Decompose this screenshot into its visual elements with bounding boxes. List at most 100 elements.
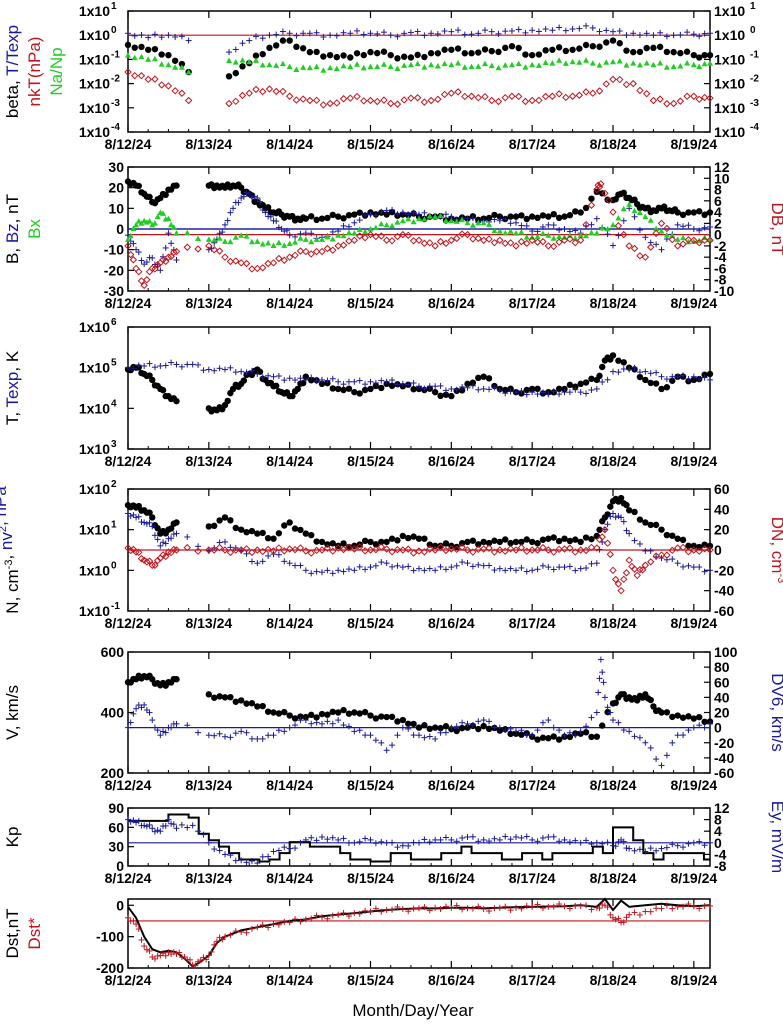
- point-V-DV6: [146, 709, 153, 716]
- point-B-Bx: [292, 239, 299, 245]
- point-Dst-Dst*: [254, 924, 261, 931]
- point-B-B: [324, 214, 331, 222]
- point-N-N: [593, 532, 601, 540]
- point-beta-Na/Np: [347, 63, 354, 70]
- point-T-Texp: [351, 378, 358, 385]
- point-V-V: [351, 709, 358, 716]
- point-Dst-Dst*: [222, 933, 228, 940]
- point-V-V: [383, 713, 390, 721]
- point-T-Texp: [292, 376, 299, 383]
- point-beta-beta: [151, 45, 159, 53]
- point-Dst-Dst*: [248, 925, 255, 932]
- point-B-Bz: [251, 193, 258, 200]
- point-B-Bz: [529, 228, 536, 235]
- point-B-Bz: [378, 208, 385, 215]
- point-V-DV6: [372, 737, 379, 744]
- point-B-DB: [453, 234, 461, 243]
- point-T-T: [149, 376, 156, 384]
- point-N-nv2: [146, 519, 153, 526]
- point-B-DB: [544, 242, 553, 250]
- point-Kp-Ey: [696, 838, 703, 845]
- point-beta-Na/Np: [401, 62, 408, 68]
- point-T-Texp: [184, 361, 191, 368]
- point-B-DB: [442, 239, 450, 248]
- point-V-V: [696, 713, 703, 721]
- point-beta-beta: [360, 51, 367, 59]
- point-Kp-Ey: [502, 833, 509, 840]
- point-beta-Na/Np: [434, 62, 441, 69]
- right-tick-label-B: 2: [714, 215, 722, 231]
- left-tick-exp-beta: -4: [111, 122, 120, 133]
- point-V-DV6: [405, 725, 412, 732]
- right-tick-label-B: 4: [714, 204, 722, 220]
- point-N-DN: [153, 556, 162, 565]
- point-B-Bx: [127, 232, 134, 239]
- point-V-DV6: [577, 728, 584, 735]
- point-beta-T/Texp: [380, 29, 387, 36]
- point-V-DV6: [254, 735, 261, 742]
- point-V-V: [318, 710, 326, 718]
- point-beta-nkT(nPa): [676, 97, 685, 105]
- left-tick-label-B: -30: [104, 283, 124, 299]
- point-beta-T/Texp: [630, 30, 637, 37]
- point-beta-beta: [508, 43, 516, 50]
- point-N-N: [410, 533, 417, 540]
- point-Kp-Ey: [577, 839, 584, 846]
- point-Dst-Dst*: [685, 901, 692, 908]
- left-tick-exp-N: 1: [111, 520, 117, 531]
- point-N-DN: [636, 565, 644, 574]
- point-N-N: [227, 517, 234, 524]
- point-beta-beta: [706, 51, 714, 59]
- point-N-nv2: [475, 561, 482, 568]
- point-T-T: [464, 380, 471, 388]
- point-Kp-Ey: [475, 838, 482, 845]
- point-B-Bz: [513, 219, 519, 226]
- point-N-DN: [617, 586, 625, 595]
- point-beta-Na/Np: [367, 63, 374, 70]
- point-beta-nkT(nPa): [589, 89, 597, 97]
- point-Kp-Ey: [469, 833, 476, 840]
- point-B-Bx: [195, 235, 202, 241]
- point-B-Bx: [604, 225, 611, 232]
- point-T-T: [173, 397, 180, 405]
- point-T-T: [523, 386, 530, 394]
- point-V-DV6: [265, 732, 272, 739]
- point-N-N: [625, 507, 633, 514]
- point-Kp-Ey: [421, 836, 428, 843]
- left-tick-exp-N: -1: [111, 601, 120, 612]
- point-beta-nkT(nPa): [285, 92, 294, 100]
- point-Kp-Ey: [518, 834, 525, 841]
- point-B-Bz: [502, 216, 509, 223]
- point-T-T: [566, 381, 574, 389]
- left-tick-label-Kp: 30: [108, 839, 124, 855]
- point-Kp-Ey: [410, 839, 417, 846]
- point-T-T: [572, 383, 579, 390]
- point-Dst-Dst*: [270, 921, 277, 928]
- point-beta-beta: [609, 37, 617, 44]
- point-beta-nkT(nPa): [171, 87, 179, 95]
- point-T-Texp: [227, 364, 234, 371]
- point-N-N: [259, 529, 266, 537]
- point-beta-nkT(nPa): [400, 96, 408, 104]
- point-Kp-Ey: [286, 845, 293, 852]
- point-B-DB: [614, 222, 623, 230]
- point-T-Texp: [178, 363, 185, 370]
- point-N-nv2: [459, 559, 466, 566]
- left-axis-title3-beta: Na/Np: [47, 47, 66, 95]
- point-T-Texp: [324, 377, 331, 384]
- point-V-DV6: [383, 747, 390, 754]
- point-beta-Na/Np: [701, 60, 708, 67]
- point-beta-beta: [475, 49, 482, 56]
- point-N-N: [685, 542, 692, 550]
- point-N-N: [496, 538, 504, 546]
- point-B-DB: [237, 259, 245, 267]
- point-T-T: [588, 375, 595, 383]
- point-beta-nkT(nPa): [656, 95, 664, 103]
- point-beta-T/Texp: [401, 30, 408, 37]
- point-V-V: [663, 709, 671, 716]
- x-tick-label-beta: 8/15/24: [347, 136, 394, 152]
- point-B-DB: [145, 267, 154, 276]
- point-N-nv2: [162, 540, 169, 547]
- point-B-Bx: [502, 229, 509, 236]
- point-Kp-Ey: [464, 834, 471, 840]
